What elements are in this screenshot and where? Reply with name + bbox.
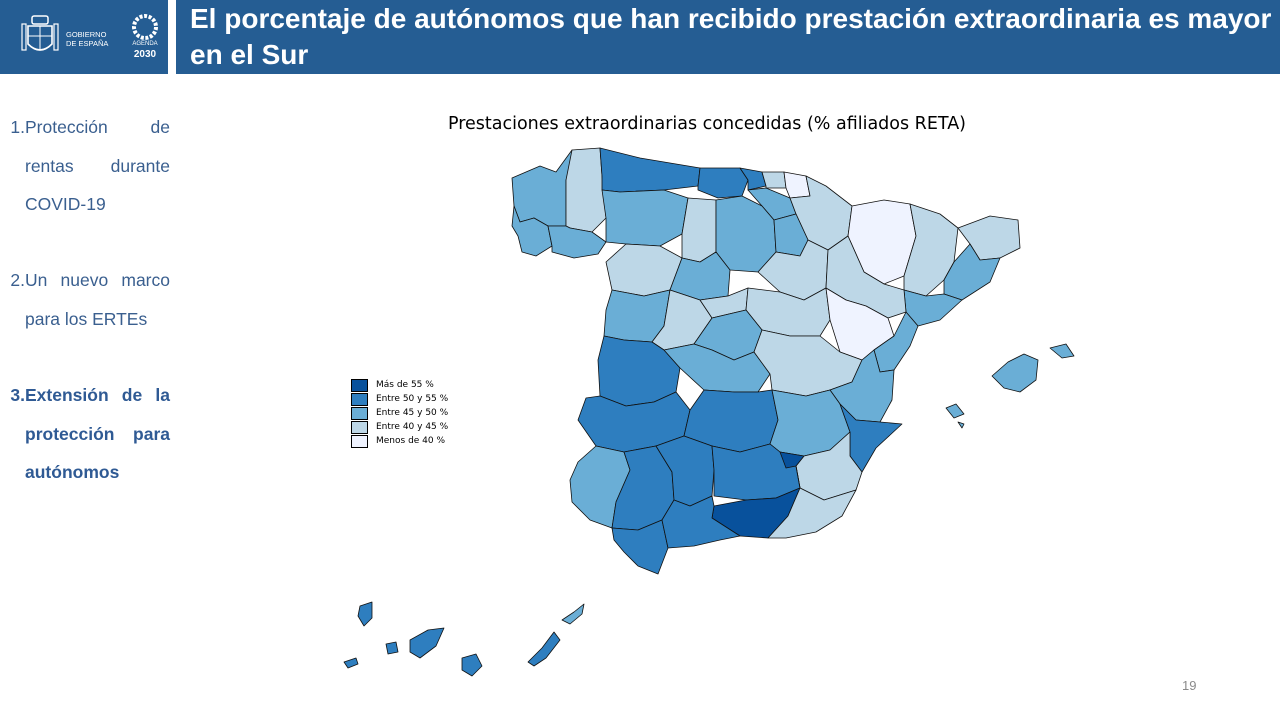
province-almeria — [767, 487, 857, 539]
legend-item: Entre 40 y 45 % — [351, 420, 448, 434]
island-ibiza — [945, 403, 965, 419]
legend-label: Entre 45 y 50 % — [376, 408, 449, 418]
province-cantabria — [697, 167, 749, 199]
sidebar-item-label: Extensión de la protección para autónomo… — [25, 385, 170, 482]
sidebar-item-2[interactable]: 2. Un nuevo marco para los ERTEs — [0, 261, 170, 338]
sidebar-item-number: 3. — [10, 385, 25, 405]
legend-label: Entre 50 y 55 % — [376, 394, 449, 404]
province-guipuzcoa — [761, 171, 787, 189]
legend-swatch — [351, 434, 368, 448]
legend-swatch — [351, 378, 368, 392]
page-number: 19 — [1182, 678, 1197, 693]
legend-item: Entre 50 y 55 % — [351, 392, 448, 406]
province-lleida — [903, 203, 959, 297]
map-legend: Más de 55 % Entre 50 y 55 % Entre 45 y 5… — [351, 378, 448, 448]
sidebar-item-number: 1. — [10, 117, 25, 137]
legend-swatch — [351, 392, 368, 406]
sidebar-item-number: 2. — [10, 270, 25, 290]
province-vizcaya — [739, 167, 767, 191]
logo-panel: GOBIERNO DE ESPAÑA AGENDA 2030 — [0, 0, 168, 74]
island-fuerteventura — [527, 631, 561, 667]
province-palencia — [681, 197, 717, 263]
gobierno-line1: GOBIERNO — [66, 30, 107, 39]
legend-label: Más de 55 % — [376, 380, 434, 390]
province-cadiz — [611, 519, 669, 575]
gobierno-line2: DE ESPAÑA — [66, 39, 109, 48]
coat-of-arms-icon — [21, 15, 59, 51]
legend-item: Menos de 40 % — [351, 434, 448, 448]
page-title: El porcentaje de autónomos que han recib… — [190, 3, 1272, 70]
sidebar-item-3[interactable]: 3. Extensión de la protección para autón… — [0, 376, 170, 492]
province-malaga — [661, 495, 741, 549]
island-lanzarote — [561, 603, 585, 625]
island-tenerife — [409, 627, 445, 659]
legend-item: Entre 45 y 50 % — [351, 406, 448, 420]
province-ourense — [547, 225, 607, 259]
island-formentera — [957, 421, 965, 429]
gobierno-text: GOBIERNO DE ESPAÑA — [66, 30, 108, 48]
province-leon — [601, 189, 689, 247]
sidebar-item-label: Un nuevo marco para los ERTEs — [25, 270, 170, 329]
province-lugo — [565, 147, 607, 233]
island-gran-canaria — [461, 653, 483, 677]
province-pontevedra — [511, 205, 553, 257]
sidebar-item-label: Protección de rentas durante COVID-19 — [25, 117, 170, 214]
legend-swatch — [351, 420, 368, 434]
legend-swatch — [351, 406, 368, 420]
province-asturias — [599, 147, 701, 193]
legend-label: Entre 40 y 45 % — [376, 422, 449, 432]
agenda-2030-icon — [132, 14, 158, 40]
legend-item: Más de 55 % — [351, 378, 448, 392]
sidebar-item-1[interactable]: 1. Protección de rentas durante COVID-19 — [0, 108, 170, 224]
island-menorca — [1049, 343, 1075, 359]
legend-label: Menos de 40 % — [376, 436, 446, 446]
agenda-year: 2030 — [133, 49, 157, 60]
island-mallorca — [991, 353, 1039, 393]
island-el-hierro — [343, 657, 359, 669]
agenda-label: AGENDA — [132, 41, 158, 47]
island-la-palma — [357, 601, 373, 627]
island-la-gomera — [385, 641, 399, 655]
province-barcelona — [943, 243, 1001, 301]
title-banner: El porcentaje de autónomos que han recib… — [176, 0, 1280, 74]
map-title: Prestaciones extraordinarias concedidas … — [447, 114, 967, 134]
